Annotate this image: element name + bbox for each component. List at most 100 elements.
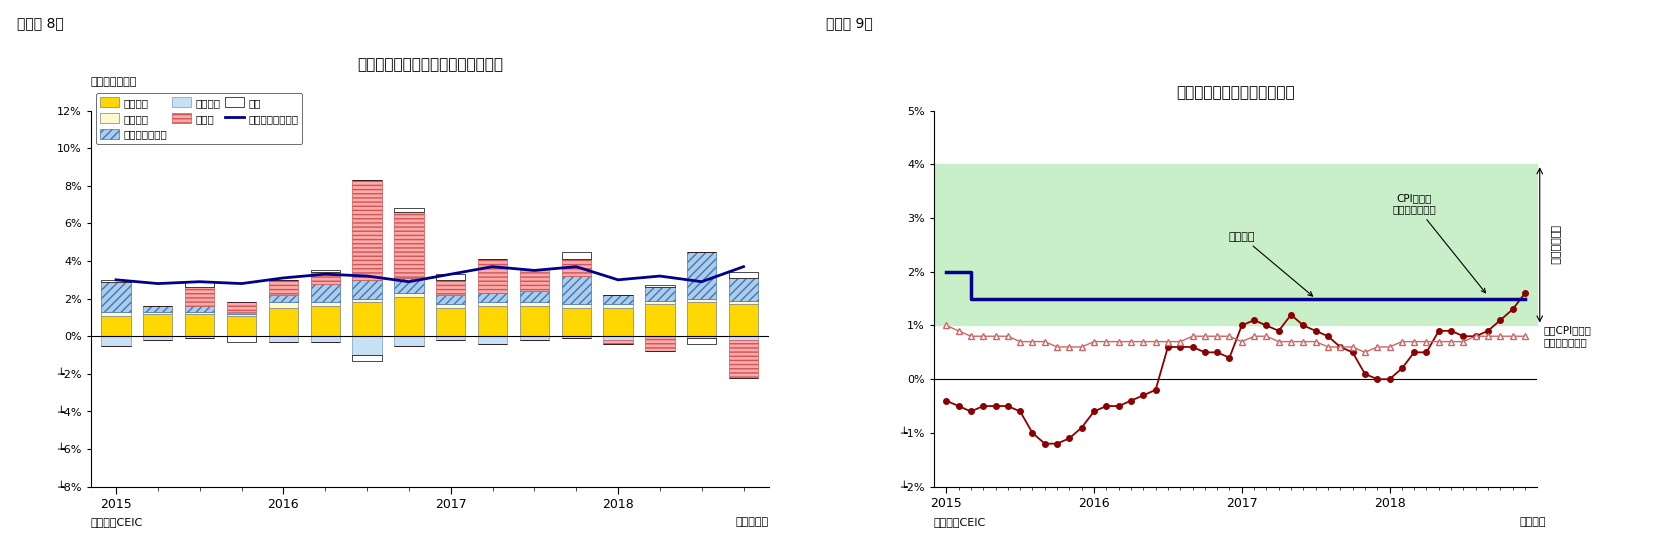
Bar <box>436 336 466 340</box>
Bar <box>393 208 423 212</box>
実質ＧＤＰ成長率 <box>734 263 754 270</box>
実質ＧＤＰ成長率 <box>483 263 503 270</box>
Bar <box>519 269 549 291</box>
Bar <box>185 312 215 314</box>
実質ＧＤＰ成長率 <box>567 263 587 270</box>
Bar <box>562 336 590 338</box>
Text: （図表 9）: （図表 9） <box>826 17 873 30</box>
Bar <box>101 280 131 281</box>
Bar <box>729 340 759 378</box>
Text: （月次）: （月次） <box>1519 518 1546 528</box>
Bar <box>519 302 549 306</box>
Bar <box>144 306 172 312</box>
Bar <box>393 297 423 336</box>
Bar <box>185 306 215 312</box>
実質ＧＤＰ成長率 <box>190 278 210 285</box>
Bar <box>311 272 341 284</box>
Bar <box>101 316 131 336</box>
Bar <box>688 338 716 344</box>
Bar <box>603 295 633 304</box>
実質ＧＤＰ成長率 <box>608 276 628 283</box>
Bar <box>101 336 131 346</box>
Text: （資料）CEIC: （資料）CEIC <box>91 518 144 528</box>
Bar <box>226 336 256 342</box>
Bar <box>519 336 549 340</box>
実質ＧＤＰ成長率 <box>106 276 126 283</box>
Bar <box>519 291 549 302</box>
Bar <box>393 293 423 297</box>
Bar <box>478 259 507 293</box>
Bar <box>603 336 633 340</box>
Bar <box>311 270 341 272</box>
Bar <box>352 299 382 302</box>
Bar <box>311 336 341 342</box>
Text: （前年同期比）: （前年同期比） <box>91 77 137 87</box>
Bar <box>478 302 507 306</box>
Text: コアCPI上昇率
（前年同月比）: コアCPI上昇率 （前年同月比） <box>1544 325 1592 347</box>
Bar <box>311 302 341 306</box>
実質ＧＤＰ成長率 <box>357 273 377 279</box>
Bar <box>688 302 716 336</box>
Bar <box>729 336 759 340</box>
Bar <box>562 304 590 308</box>
Bar <box>603 340 633 344</box>
実質ＧＤＰ成長率 <box>231 280 251 287</box>
Text: CPI上昇率
（前年同月比）: CPI上昇率 （前年同月比） <box>1392 193 1486 293</box>
Bar <box>226 313 256 314</box>
Bar <box>352 280 382 299</box>
Bar <box>269 295 298 302</box>
Line: 実質ＧＤＰ成長率: 実質ＧＤＰ成長率 <box>116 267 744 284</box>
Bar <box>226 314 256 316</box>
Bar <box>436 308 466 336</box>
Bar <box>185 288 215 306</box>
Text: インフレ目標: インフレ目標 <box>1549 225 1559 265</box>
Bar <box>269 336 298 342</box>
Bar <box>185 336 215 338</box>
Bar <box>645 304 674 336</box>
Bar <box>729 304 759 336</box>
Bar <box>226 302 256 312</box>
Bar <box>352 302 382 336</box>
実質ＧＤＰ成長率 <box>693 278 712 285</box>
Bar <box>352 180 382 280</box>
Bar <box>144 312 172 314</box>
Bar <box>144 336 172 340</box>
Bar <box>101 312 131 316</box>
実質ＧＤＰ成長率 <box>147 280 167 287</box>
Bar <box>269 280 298 295</box>
Bar <box>562 252 590 259</box>
Bar <box>311 306 341 336</box>
実質ＧＤＰ成長率 <box>398 278 418 285</box>
Bar <box>562 308 590 336</box>
Bar <box>226 312 256 313</box>
Bar <box>226 316 256 336</box>
Bar <box>185 314 215 336</box>
Text: （四半期）: （四半期） <box>736 518 769 528</box>
Text: （資料）CEIC: （資料）CEIC <box>934 518 987 528</box>
Text: 政策金利: 政策金利 <box>1228 232 1312 296</box>
Bar <box>393 212 423 278</box>
実質ＧＤＰ成長率 <box>316 271 336 278</box>
Title: タイのインフレ率と政策金利: タイのインフレ率と政策金利 <box>1177 85 1294 100</box>
Bar <box>729 272 759 278</box>
Bar <box>519 306 549 336</box>
Bar <box>688 336 716 338</box>
Legend: 民間消費, 政府消費, 総固定資本形成, 在庫変動, 純輸出, 誤差, 実質ＧＤＰ成長率: 民間消費, 政府消費, 総固定資本形成, 在庫変動, 純輸出, 誤差, 実質ＧＤ… <box>96 93 302 144</box>
Bar <box>311 284 341 302</box>
Text: （図表 8）: （図表 8） <box>17 17 63 30</box>
Bar <box>269 308 298 336</box>
Bar <box>688 252 716 299</box>
実質ＧＤＰ成長率 <box>524 267 544 274</box>
Bar <box>603 308 633 336</box>
Bar <box>562 276 590 304</box>
Bar <box>436 274 466 280</box>
Bar <box>352 336 382 355</box>
Bar <box>436 280 466 295</box>
Bar <box>393 278 423 293</box>
Bar <box>269 302 298 308</box>
Bar <box>436 304 466 308</box>
Title: タイの実質ＧＤＰ成長率（需要側）: タイの実質ＧＤＰ成長率（需要側） <box>357 57 503 72</box>
実質ＧＤＰ成長率 <box>273 275 293 281</box>
Bar <box>645 300 674 304</box>
Bar <box>688 299 716 302</box>
